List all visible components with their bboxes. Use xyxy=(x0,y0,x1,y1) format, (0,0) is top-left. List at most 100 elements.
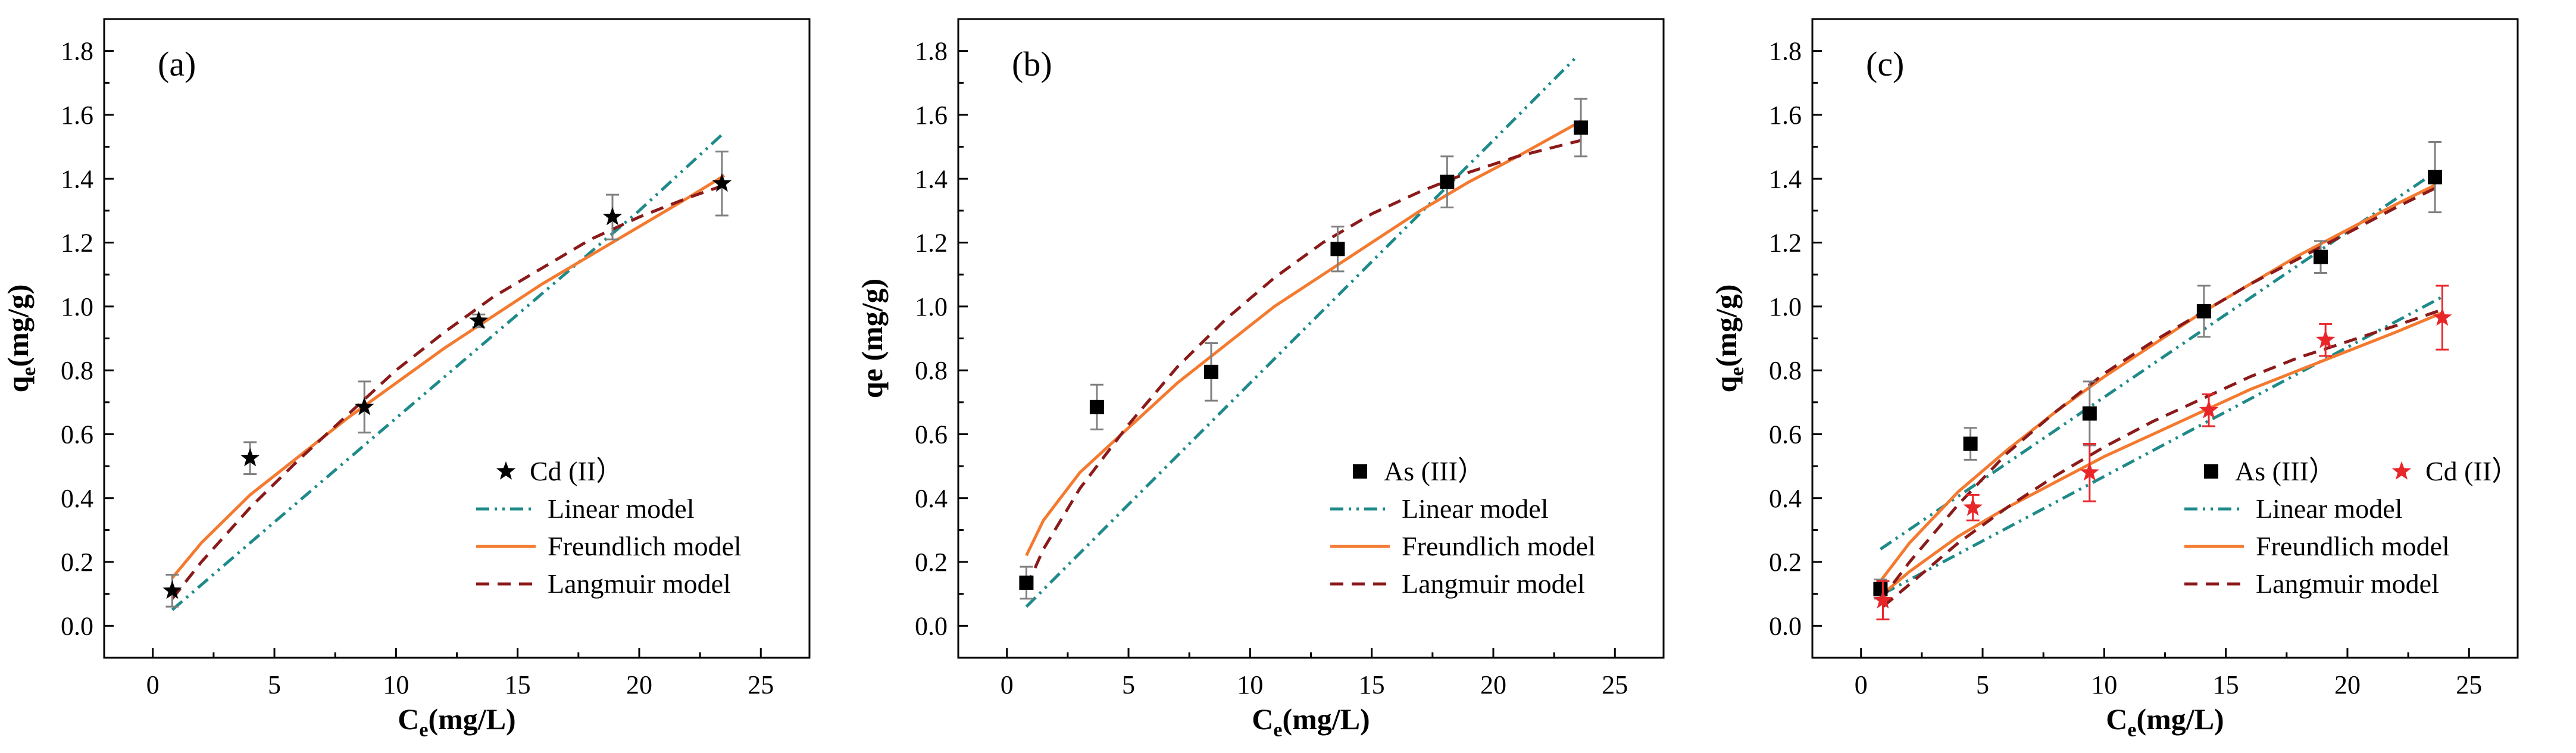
data-point xyxy=(2199,400,2219,418)
model-curve-freundlich-model xyxy=(1025,120,1582,557)
legend-label: Langmuir model xyxy=(1402,568,1585,599)
x-tick-label: 10 xyxy=(383,670,409,699)
x-axis-title: Ce(mg/L) xyxy=(1252,702,1370,741)
x-axis-title: Ce(mg/L) xyxy=(398,702,515,741)
model-curve-linear-model xyxy=(1025,56,1577,608)
chart-panel-2: 0 5 10 15 20 25 0.0 0.2 0.4 0.6 0.8 1.0 1.2 1.4 1.6 1.8… xyxy=(855,18,1665,741)
data-point xyxy=(2196,304,2211,318)
y-tick-label: 1.8 xyxy=(1769,37,1802,66)
data-point xyxy=(1873,590,1893,609)
data-point xyxy=(2314,249,2328,264)
legend-label: Cd (II） xyxy=(530,456,623,486)
y-tick-label: 1.2 xyxy=(915,229,948,258)
data-point xyxy=(1203,364,1218,379)
data-point xyxy=(162,580,182,599)
y-tick-label: 0.4 xyxy=(1769,484,1802,513)
legend: As (III） Linear model Freundlich model Lang… xyxy=(1330,456,1596,599)
plot-frame xyxy=(957,18,1665,659)
legend-label: As (III） xyxy=(2235,456,2336,486)
y-tick-label: 0.8 xyxy=(915,356,948,385)
y-tick-label: 0.8 xyxy=(61,356,93,385)
y-tick-label: 1.4 xyxy=(915,164,948,193)
x-tick-label: 20 xyxy=(2334,670,2361,699)
model-curve-freundlich-model xyxy=(1879,183,2436,582)
model-curve-langmuir-model xyxy=(1881,308,2443,608)
data-point xyxy=(2316,330,2336,348)
y-tick-label: 0.0 xyxy=(915,611,948,640)
y-tick-label: 1.6 xyxy=(915,101,948,130)
x-tick-label: 15 xyxy=(2213,670,2239,699)
model-curve-linear-model xyxy=(171,131,726,611)
chart-panel-1: 0 5 10 15 20 25 0.0 0.2 0.4 0.6 0.8 1.0 1.2 1.4 1.6 1.8… xyxy=(1,18,811,741)
legend-marker xyxy=(2391,461,2412,480)
y-tick-label: 1.4 xyxy=(1769,164,1802,193)
x-tick-label: 10 xyxy=(1237,670,1263,699)
x-tick-label: 0 xyxy=(146,670,160,699)
data-point xyxy=(1089,399,1104,414)
y-tick-label: 0.6 xyxy=(915,420,948,449)
data-point xyxy=(712,173,732,192)
x-tick-label: 25 xyxy=(2456,670,2482,699)
legend: Cd (II） Linear model Freundlich model Langm… xyxy=(476,456,742,599)
y-axis-title: qe(mg/g) xyxy=(1709,285,1748,393)
y-tick-label: 1.2 xyxy=(1769,229,1802,258)
data-point xyxy=(469,311,489,329)
y-tick-label: 0.6 xyxy=(1769,420,1802,449)
x-tick-label: 15 xyxy=(1359,670,1385,699)
y-tick-label: 1.4 xyxy=(61,164,93,193)
data-point xyxy=(602,207,623,226)
legend-marker xyxy=(1353,464,1367,479)
model-curve-freundlich-model xyxy=(171,174,726,579)
x-tick-label: 15 xyxy=(505,670,531,699)
y-tick-label: 0.0 xyxy=(1769,611,1802,640)
y-axis-title: qe(mg/g) xyxy=(1,285,40,393)
chart-panel-3: 0 5 10 15 20 25 0.0 0.2 0.4 0.6 0.8 1.0 1.2 1.4 1.6 1.8… xyxy=(1709,18,2519,741)
panel-label: (b) xyxy=(1012,45,1052,83)
data-point xyxy=(1019,575,1034,590)
legend-label: Freundlich model xyxy=(2256,531,2450,561)
x-tick-label: 0 xyxy=(1001,670,1014,699)
data-point xyxy=(1873,582,1888,596)
data-point xyxy=(240,448,260,467)
model-curve-linear-model xyxy=(1879,171,2436,551)
legend-label: Cd (II） xyxy=(2425,456,2519,486)
model-curve-langmuir-model xyxy=(171,183,725,600)
data-point xyxy=(1574,120,1589,135)
legend: As (III） Cd (II） Linear model Freundlich mo… xyxy=(2184,456,2519,599)
y-tick-label: 0.4 xyxy=(915,484,948,513)
legend-label: Freundlich model xyxy=(1402,531,1596,561)
y-tick-label: 0.6 xyxy=(61,420,93,449)
x-axis-title: Ce(mg/L) xyxy=(2106,702,2224,741)
legend-label: Freundlich model xyxy=(548,531,742,561)
legend-label: Langmuir model xyxy=(2256,568,2439,599)
data-point xyxy=(1440,174,1455,189)
x-tick-label: 5 xyxy=(268,670,281,699)
panel-label: (c) xyxy=(1866,45,1904,83)
model-curve-freundlich-model xyxy=(1881,311,2443,595)
x-tick-label: 25 xyxy=(1602,670,1628,699)
legend-label: Linear model xyxy=(2256,493,2403,524)
data-point xyxy=(2428,170,2443,185)
y-tick-label: 1.0 xyxy=(1769,292,1802,321)
x-tick-label: 20 xyxy=(1480,670,1506,699)
y-tick-label: 1.0 xyxy=(915,292,948,321)
y-tick-label: 0.4 xyxy=(61,484,93,513)
y-tick-label: 1.8 xyxy=(915,37,948,66)
model-curve-langmuir-model xyxy=(1025,139,1581,589)
x-tick-label: 20 xyxy=(626,670,652,699)
data-point xyxy=(1963,497,1983,516)
y-tick-label: 0.2 xyxy=(915,548,948,577)
x-tick-label: 0 xyxy=(1855,670,1868,699)
data-point xyxy=(1330,242,1345,257)
y-tick-label: 0.0 xyxy=(61,611,93,640)
y-tick-label: 1.6 xyxy=(61,101,93,130)
y-tick-label: 1.0 xyxy=(61,292,93,321)
legend-label: As (III） xyxy=(1384,456,1485,486)
data-point xyxy=(2433,307,2452,326)
data-point xyxy=(2080,462,2099,481)
y-tick-label: 1.2 xyxy=(61,229,93,258)
data-point xyxy=(2082,406,2097,421)
x-tick-label: 5 xyxy=(1976,670,1989,699)
